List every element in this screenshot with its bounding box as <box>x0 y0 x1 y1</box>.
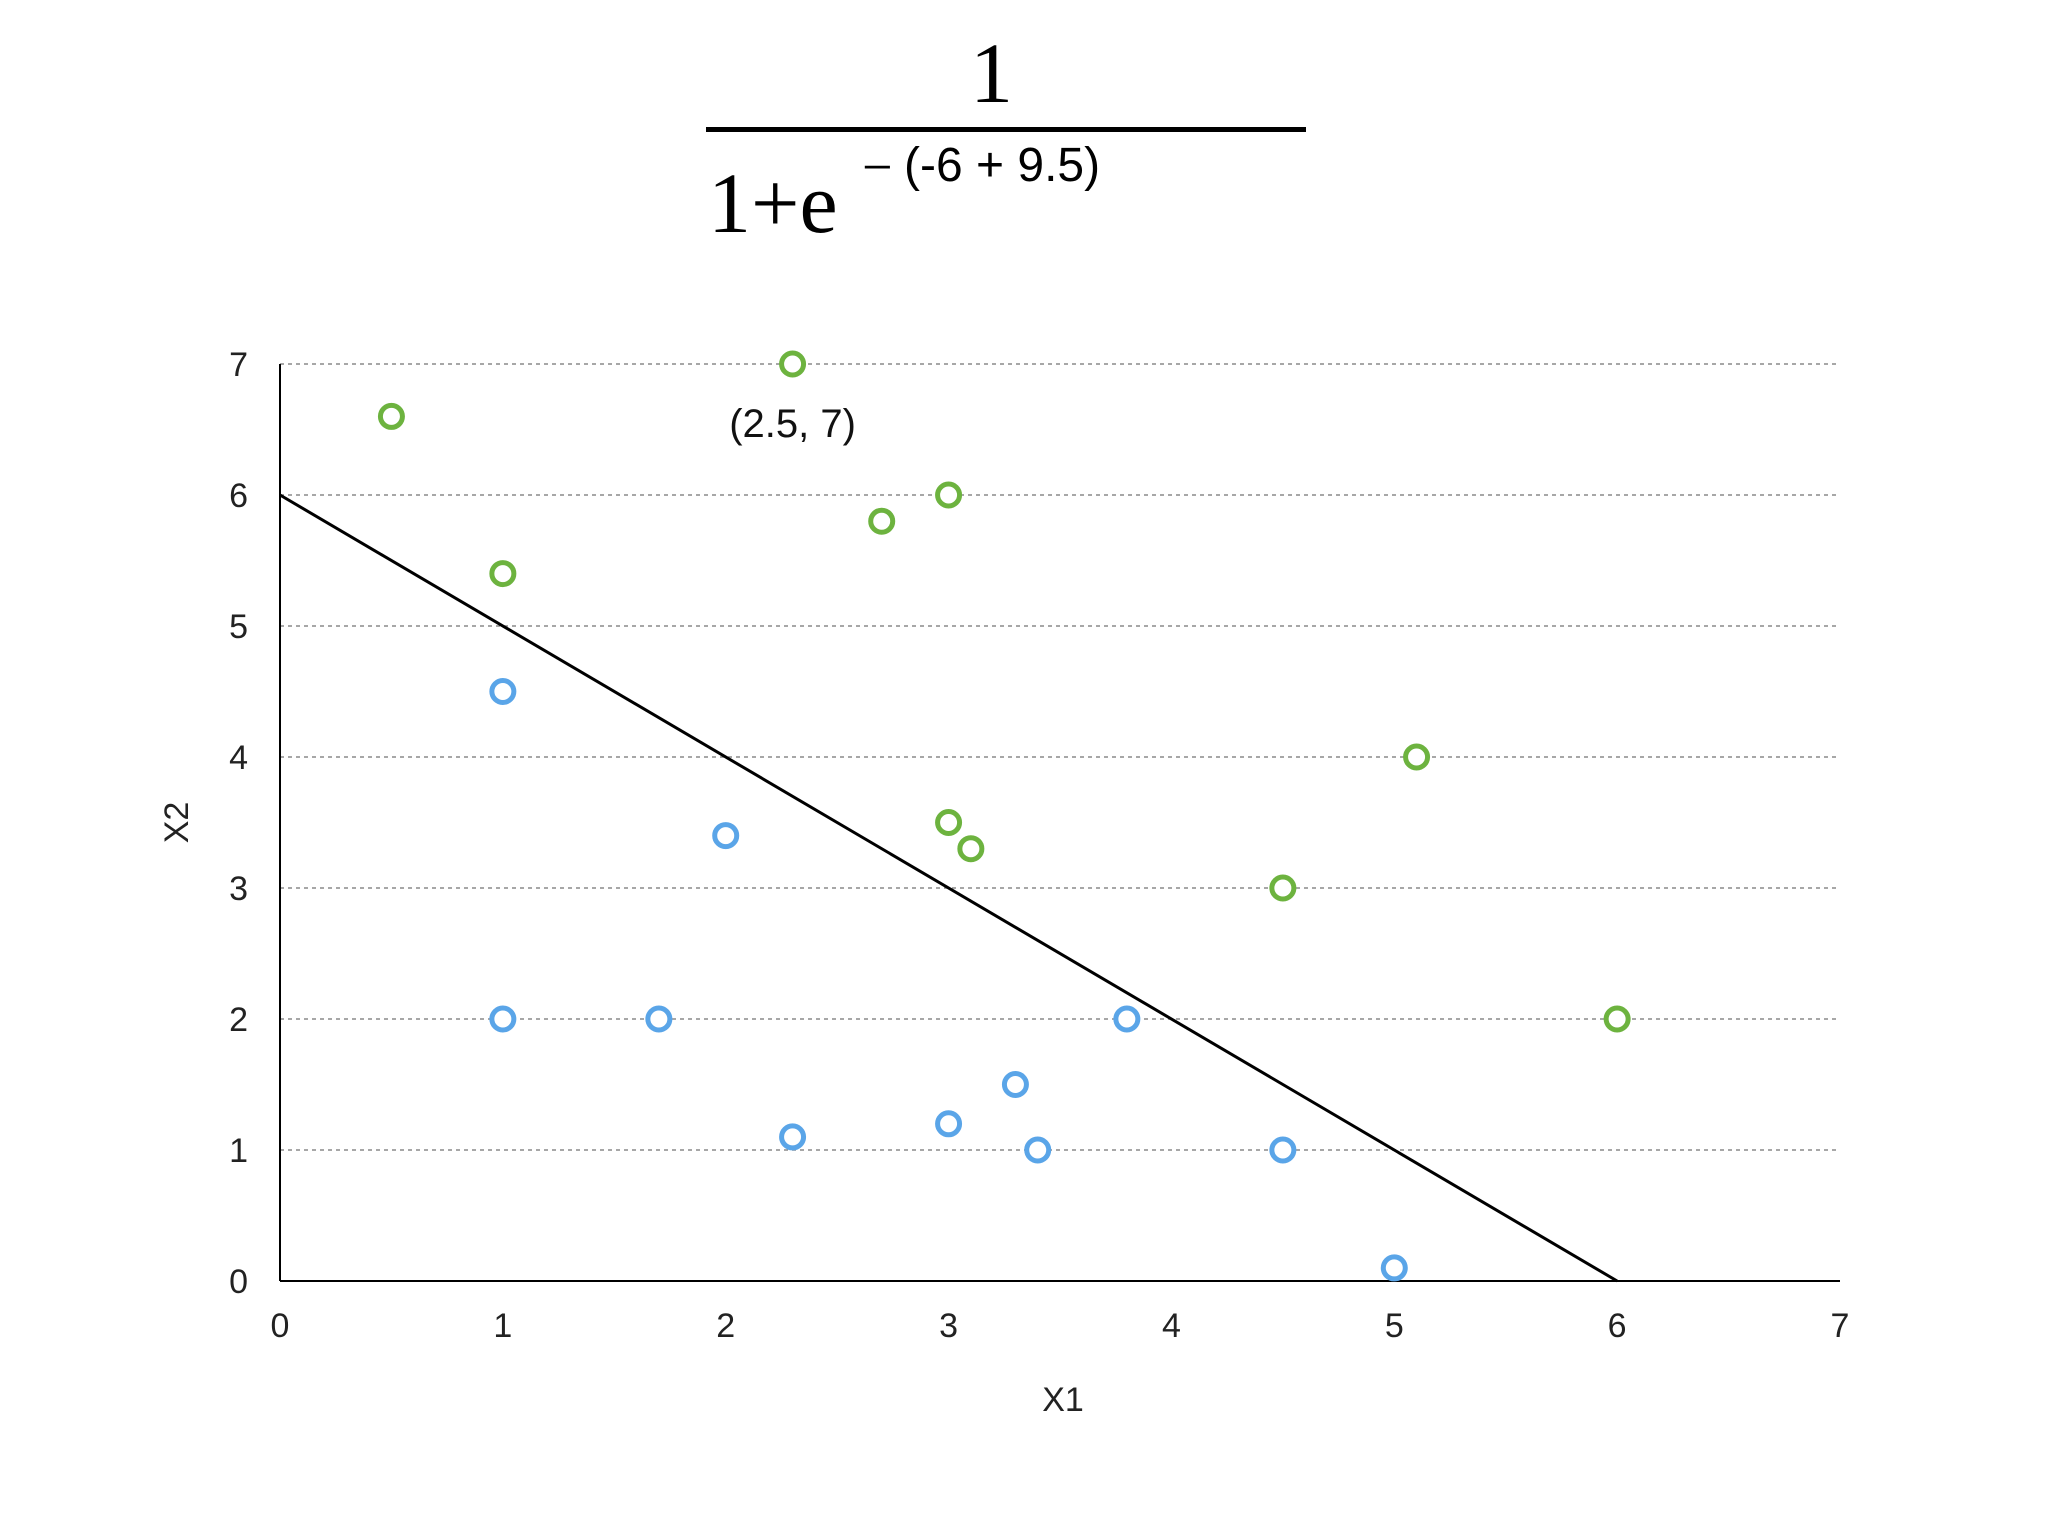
scatter-point <box>779 1123 807 1151</box>
formula-exponent: (-6 + 9.5) <box>904 139 1101 192</box>
x-tick-label: 5 <box>1385 1307 1404 1345</box>
y-tick-label: 2 <box>229 1001 248 1039</box>
scatter-point <box>489 1005 517 1033</box>
axes <box>279 364 1840 1282</box>
x-tick-label: 2 <box>716 1307 735 1345</box>
scatter-point <box>1269 874 1297 902</box>
formula-fraction-bar <box>706 127 1306 132</box>
x-tick-label: 3 <box>939 1307 958 1345</box>
scatter-point <box>957 835 985 863</box>
x-tick-label: 0 <box>271 1307 290 1345</box>
y-tick-label: 3 <box>229 870 248 908</box>
y-tick-label: 1 <box>229 1132 248 1170</box>
scatter-point <box>1403 743 1431 771</box>
y-tick-label: 7 <box>229 346 248 384</box>
x-tick-label: 4 <box>1162 1307 1181 1345</box>
formula-exponent-minus: − <box>862 137 893 197</box>
scatter-point <box>712 822 740 850</box>
scatter-point <box>935 1110 963 1138</box>
x-tick-label: 6 <box>1608 1307 1627 1345</box>
scatter-point <box>868 507 896 535</box>
scatter-point <box>489 678 517 705</box>
formula-denominator: 1+e <box>708 155 838 251</box>
scatter-point <box>779 350 807 378</box>
x-axis-title: X1 <box>1042 1381 1084 1419</box>
x-tick-label: 1 <box>493 1307 512 1345</box>
gridlines <box>280 363 1840 1151</box>
x-tick-label: 7 <box>1831 1307 1850 1345</box>
scatter-point <box>1380 1254 1408 1282</box>
boundary-line <box>279 493 1618 1283</box>
formula-numerator: 1 <box>970 25 1013 121</box>
point-annotation: (2.5, 7) <box>729 402 856 446</box>
scatter-point <box>489 560 517 588</box>
labels: 0 1 2 3 4 5 6 7 0 1 2 3 4 5 6 7 X1 X2 (2.5, 7) <box>158 346 1849 1419</box>
y-axis-title: X2 <box>158 802 196 844</box>
scatter-point <box>645 1005 673 1033</box>
y-tick-label: 5 <box>229 608 248 646</box>
decision-boundary <box>279 493 1618 1283</box>
scatter-point <box>1603 1005 1631 1033</box>
scatter-point <box>1001 1071 1029 1098</box>
scatter-point <box>935 809 963 836</box>
sigmoid-formula: 1 1+e − (-6 + 9.5) <box>0 0 2048 260</box>
scatter-point <box>1113 1005 1141 1033</box>
scatter-point <box>1024 1136 1052 1164</box>
scatter-point <box>1269 1136 1297 1164</box>
y-tick-label: 0 <box>229 1263 248 1301</box>
y-tick-label: 4 <box>229 739 248 777</box>
data-points <box>377 350 1631 1282</box>
y-tick-label: 6 <box>229 477 248 515</box>
scatter-point <box>377 402 405 430</box>
scatter-point <box>935 481 963 509</box>
